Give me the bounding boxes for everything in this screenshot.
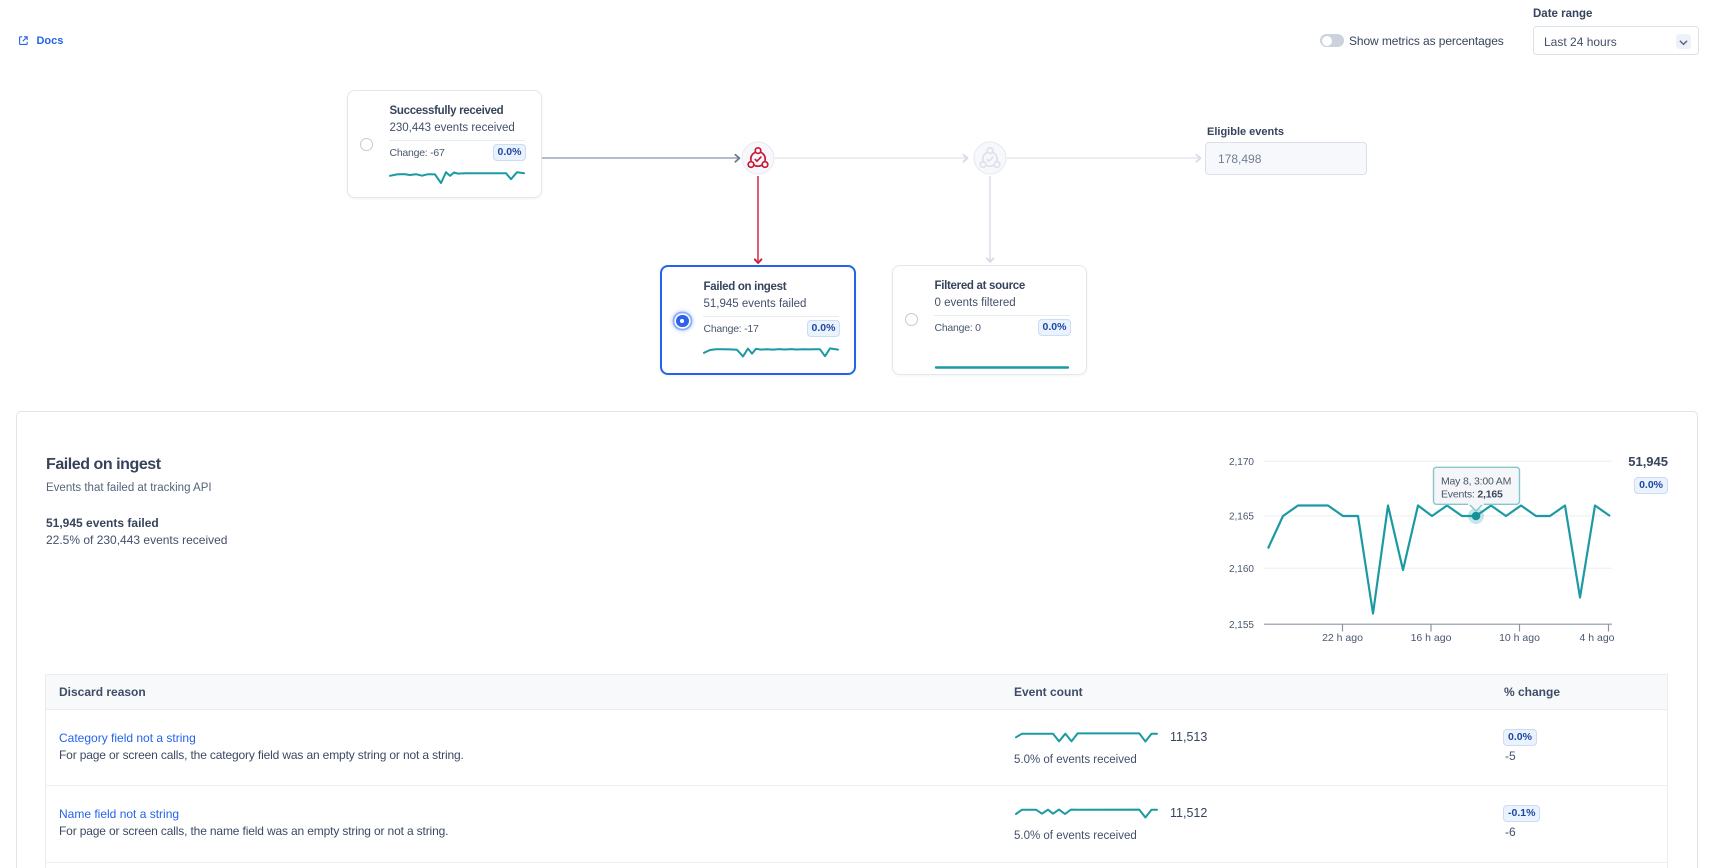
svg-text:May 8, 3:00 AM: May 8, 3:00 AM bbox=[1441, 476, 1511, 488]
svg-text:Events: 2,165: Events: 2,165 bbox=[1441, 489, 1503, 501]
svg-text:2,160: 2,160 bbox=[1229, 564, 1254, 575]
svg-text:10 h ago: 10 h ago bbox=[1499, 632, 1540, 644]
svg-text:4 h ago: 4 h ago bbox=[1579, 632, 1614, 644]
svg-text:2,155: 2,155 bbox=[1229, 620, 1254, 631]
svg-text:2,170: 2,170 bbox=[1229, 457, 1254, 468]
svg-text:2,165: 2,165 bbox=[1229, 512, 1254, 523]
svg-text:22 h ago: 22 h ago bbox=[1322, 632, 1363, 644]
svg-text:16 h ago: 16 h ago bbox=[1411, 632, 1452, 644]
